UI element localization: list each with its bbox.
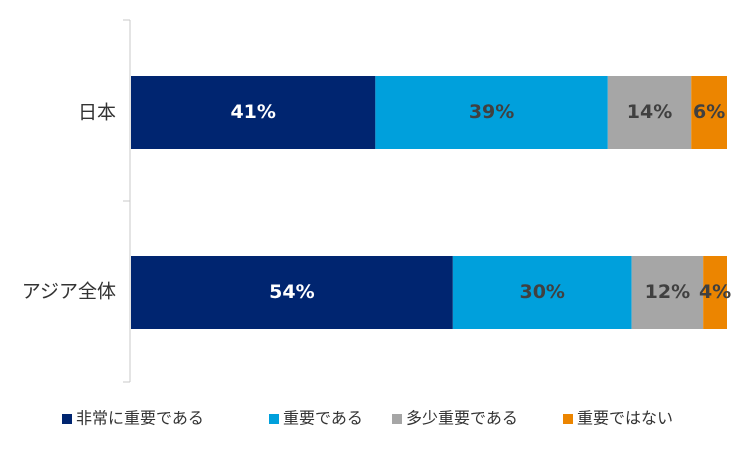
- bars-layer: 41% 39% 14% 6% 54% 30% 12% 4%: [131, 76, 731, 329]
- legend-item: 非常に重要である: [62, 409, 204, 428]
- bar-segment: [607, 76, 692, 149]
- legend-swatch: [62, 414, 72, 424]
- legend-label: 重要ではない: [577, 409, 673, 428]
- bar-segment: [452, 256, 632, 329]
- category-label: アジア全体: [22, 281, 116, 303]
- data-label: 30%: [519, 281, 564, 303]
- legend-label: 多少重要である: [406, 409, 518, 428]
- data-label: 41%: [230, 101, 275, 123]
- data-label: 54%: [269, 281, 314, 303]
- bar-segment: [131, 76, 376, 149]
- category-label: 日本: [78, 102, 116, 124]
- data-label: 39%: [469, 101, 514, 123]
- legend: 非常に重要である 重要である 多少重要である 重要ではない: [62, 409, 673, 428]
- bar-segment: [703, 256, 727, 329]
- bar-segment: [691, 76, 727, 149]
- legend-label: 非常に重要である: [76, 409, 204, 428]
- data-label: 4%: [699, 281, 731, 303]
- legend-label: 重要である: [283, 409, 363, 428]
- bar-segment: [131, 256, 453, 329]
- legend-swatch: [269, 414, 279, 424]
- bar-segment: [375, 76, 608, 149]
- legend-item: 重要ではない: [563, 409, 673, 428]
- data-label: 6%: [693, 101, 725, 123]
- legend-swatch: [563, 414, 573, 424]
- legend-item: 重要である: [269, 409, 363, 428]
- data-label: 12%: [645, 281, 690, 303]
- legend-item: 多少重要である: [392, 409, 518, 428]
- legend-swatch: [392, 414, 402, 424]
- bar-segment: [631, 256, 704, 329]
- data-label: 14%: [627, 101, 672, 123]
